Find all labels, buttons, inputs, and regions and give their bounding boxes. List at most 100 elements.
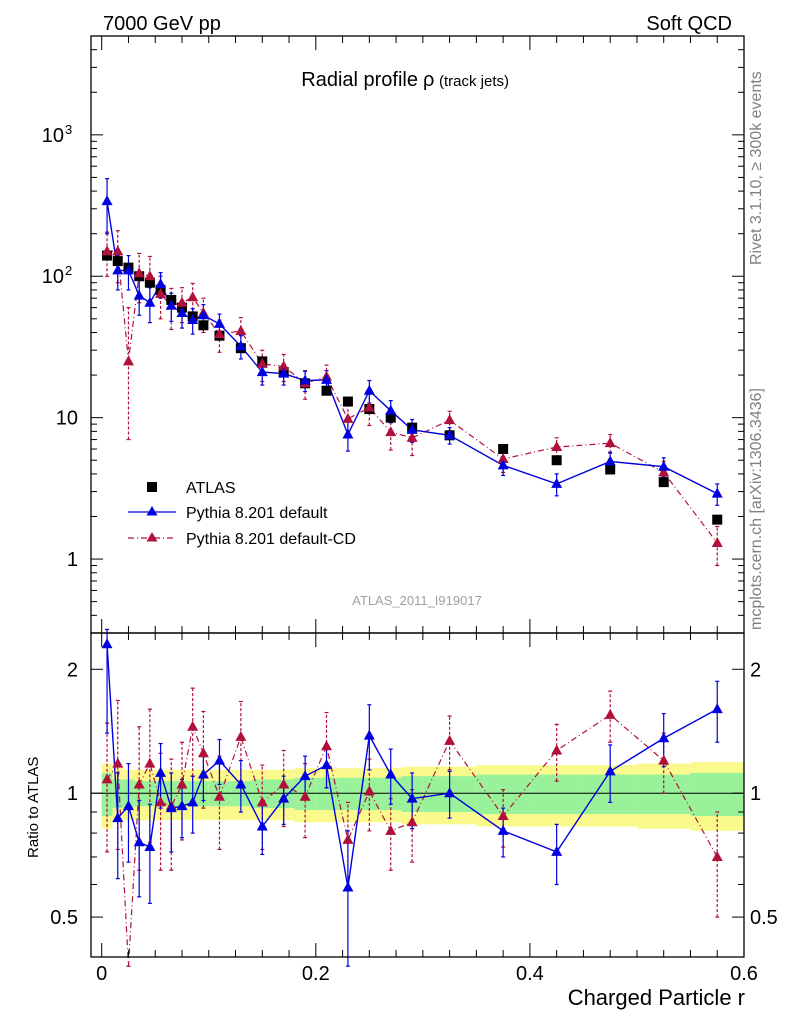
x-tick-label: 0.6 — [730, 963, 758, 985]
ratio-default-point — [278, 792, 290, 803]
atlas-data-point — [605, 464, 616, 475]
ratio-default-cd-point — [278, 778, 290, 789]
ratio-default-point — [385, 768, 397, 779]
default-cd-data-point — [604, 437, 616, 448]
default-data-point — [101, 195, 113, 206]
ratio-default-cd-point — [112, 757, 124, 768]
default-cd-data-point — [112, 245, 124, 256]
legend-atlas-marker — [147, 482, 157, 492]
mcplots-side-label: mcplots.cern.ch [arXiv:1306.3436] — [748, 388, 765, 630]
default-data-point — [213, 317, 225, 328]
default-data-point — [235, 340, 247, 351]
ratio-default-point — [551, 845, 563, 856]
main-y-tick-label: 10 — [42, 125, 64, 147]
atlas-data-point — [144, 277, 155, 288]
atlas-data-point — [198, 320, 209, 331]
ratio-default-point — [363, 729, 375, 740]
ratio-default-cd-point — [176, 778, 188, 789]
main-y-tick-exponent: 3 — [65, 122, 72, 137]
ratio-default-cd-point — [144, 757, 156, 768]
ratio-default-point — [144, 841, 156, 852]
ratio-band-inner — [690, 772, 744, 817]
default-data-point — [133, 289, 145, 300]
default-cd-data-point — [213, 328, 225, 339]
ratio-y-tick-label-right: 0.5 — [750, 907, 778, 929]
default-cd-data-point — [658, 466, 670, 477]
default-cd-data-point — [187, 291, 199, 302]
header-left-label: 7000 GeV pp — [103, 13, 221, 35]
ratio-default-point — [604, 765, 616, 776]
default-data-point — [155, 278, 167, 289]
legend-atlas-label: ATLAS — [186, 480, 236, 497]
ratio-default-cd-point — [197, 747, 209, 758]
default-cd-data-point — [176, 296, 188, 307]
default-cd-data-point — [444, 414, 456, 425]
ratio-default-cd-point — [256, 796, 268, 807]
main-y-tick-label: 10 — [56, 408, 78, 430]
ratio-plot-area: 0.5 0.5 1 1 2 2 0 0.2 0.4 0.6 — [50, 628, 778, 985]
default-data-point — [256, 366, 268, 377]
ratio-default-cd-point — [101, 773, 113, 784]
ratio-default-cd-point — [711, 850, 723, 861]
main-y-tick-label: 1 — [67, 549, 78, 571]
default-data-point — [363, 384, 375, 395]
header-right-label: Soft QCD — [646, 13, 732, 35]
default-data-point — [112, 264, 124, 275]
default-data-point — [406, 423, 418, 434]
ratio-default-cd-point — [497, 810, 509, 821]
ratio-default-point — [133, 836, 145, 847]
ratio-series-line-default — [106, 644, 718, 888]
ratio-default-cd-point — [444, 734, 456, 745]
atlas-data-point — [321, 385, 332, 396]
default-cd-data-point — [133, 267, 145, 278]
ratio-default-point — [112, 812, 124, 823]
ratio-default-cd-point — [551, 744, 563, 755]
default-cd-data-point — [101, 245, 113, 256]
atlas-data-point — [102, 250, 113, 261]
default-data-point — [144, 296, 156, 307]
ratio-default-cd-point — [299, 790, 311, 801]
atlas-data-point — [712, 514, 723, 525]
main-title-symbol: ρ — [423, 69, 434, 91]
default-data-point — [197, 309, 209, 320]
ratio-default-point — [101, 638, 113, 649]
ratio-y-tick-label: 0.5 — [50, 907, 78, 929]
default-data-point — [604, 455, 616, 466]
ratio-default-point — [197, 768, 209, 779]
atlas-data-point — [498, 444, 509, 455]
ratio-default-point — [213, 754, 225, 765]
ratio-default-cd-point — [235, 730, 247, 741]
x-tick-label: 0 — [96, 963, 107, 985]
default-data-point — [385, 404, 397, 415]
default-cd-data-point — [363, 401, 375, 412]
default-cd-data-point — [406, 431, 418, 442]
ratio-default-point — [165, 802, 177, 813]
ratio-default-cd-point — [342, 833, 354, 844]
default-cd-data-point — [551, 441, 563, 452]
default-cd-data-point — [155, 287, 167, 298]
x-tick-label: 0.4 — [516, 963, 544, 985]
legend-default-marker — [146, 506, 158, 516]
default-cd-data-point — [122, 355, 134, 366]
x-tick-label: 0.2 — [302, 963, 330, 985]
ratio-default-cd-point — [604, 708, 616, 719]
ratio-default-point — [406, 792, 418, 803]
ratio-default-point — [658, 732, 670, 743]
x-axis-label: Charged Particle r — [568, 985, 745, 1010]
default-cd-data-point — [235, 325, 247, 336]
ratio-y-axis-label: Ratio to ATLAS — [25, 757, 42, 858]
ratio-default-point — [122, 800, 134, 811]
main-y-tick-label: 10 — [42, 266, 64, 288]
default-data-point — [497, 459, 509, 470]
default-data-point — [321, 373, 333, 384]
ratio-y-tick-label-right: 1 — [750, 783, 761, 805]
default-cd-data-point — [497, 453, 509, 464]
ratio-default-point — [321, 759, 333, 770]
main-title: Radial profile — [301, 69, 418, 91]
atlas-data-point — [112, 256, 123, 267]
ratio-y-tick-label: 1 — [67, 783, 78, 805]
ratio-default-point — [299, 770, 311, 781]
default-cd-data-point — [144, 270, 156, 281]
legend: ATLAS Pythia 8.201 default Pythia 8.201 … — [128, 480, 356, 548]
ratio-y-tick-label-right: 2 — [750, 659, 761, 681]
